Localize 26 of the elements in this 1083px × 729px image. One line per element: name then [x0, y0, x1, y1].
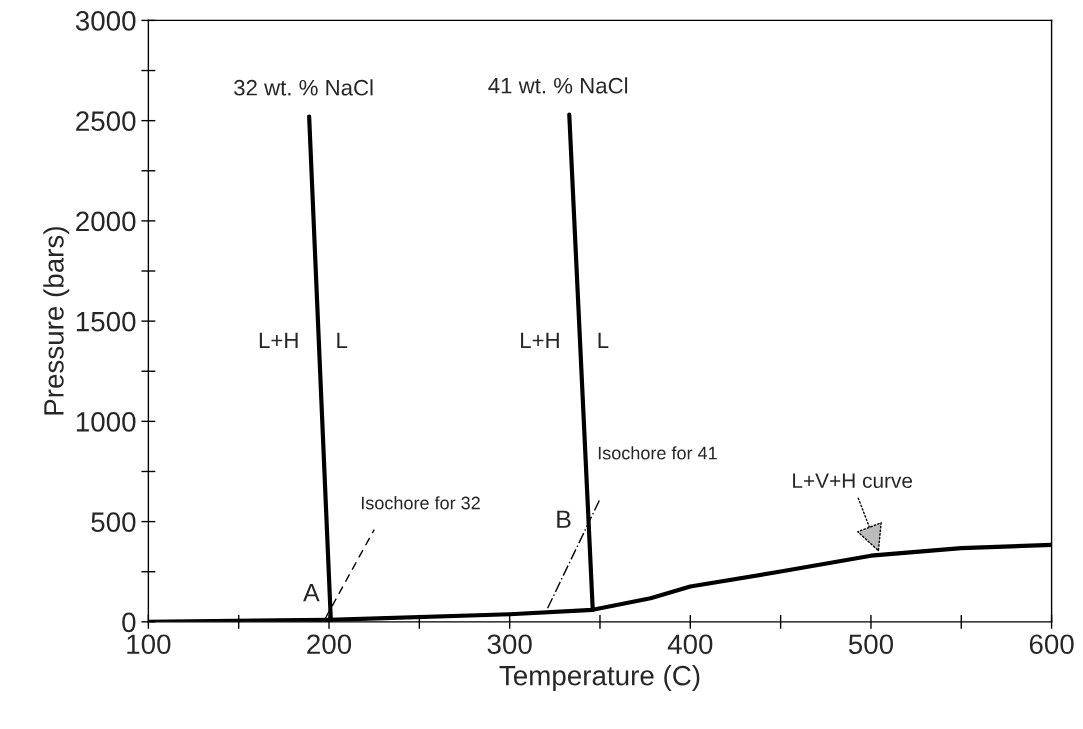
- y-tick-label: 1500: [76, 311, 136, 332]
- annotation: A: [303, 584, 320, 602]
- annotation: 32 wt. % NaCl: [234, 79, 373, 96]
- annotation: L+V+H curve: [793, 473, 913, 489]
- annotation: 41 wt. % NaCl: [488, 77, 628, 94]
- y-tick-label: 2000: [76, 211, 136, 232]
- annotation: L: [598, 332, 609, 348]
- y-tick-label: 1000: [76, 412, 136, 432]
- annotation: Isochore for 32: [361, 496, 480, 510]
- y-tick-label: 0: [122, 612, 136, 633]
- x-axis-title: Temperature (C): [499, 665, 700, 691]
- y-tick-label: 3000: [75, 11, 136, 31]
- x-tick-label: 300: [487, 634, 532, 655]
- x-tick-label: 600: [1029, 634, 1074, 655]
- annotation: Isochore for 41: [598, 446, 717, 460]
- x-tick-label: 400: [667, 634, 713, 655]
- annotation: B: [557, 510, 571, 528]
- x-tick-label: 200: [307, 634, 352, 655]
- x-tick-label: 100: [127, 634, 171, 655]
- annotation: L: [337, 332, 348, 348]
- y-tick-label: 500: [91, 512, 136, 532]
- y-axis-title: Pressure (bars): [43, 227, 70, 415]
- x-tick-label: 500: [848, 634, 894, 655]
- y-tick-label: 2500: [76, 111, 136, 131]
- annotation: L+H: [521, 332, 559, 348]
- annotation: L+H: [259, 332, 298, 348]
